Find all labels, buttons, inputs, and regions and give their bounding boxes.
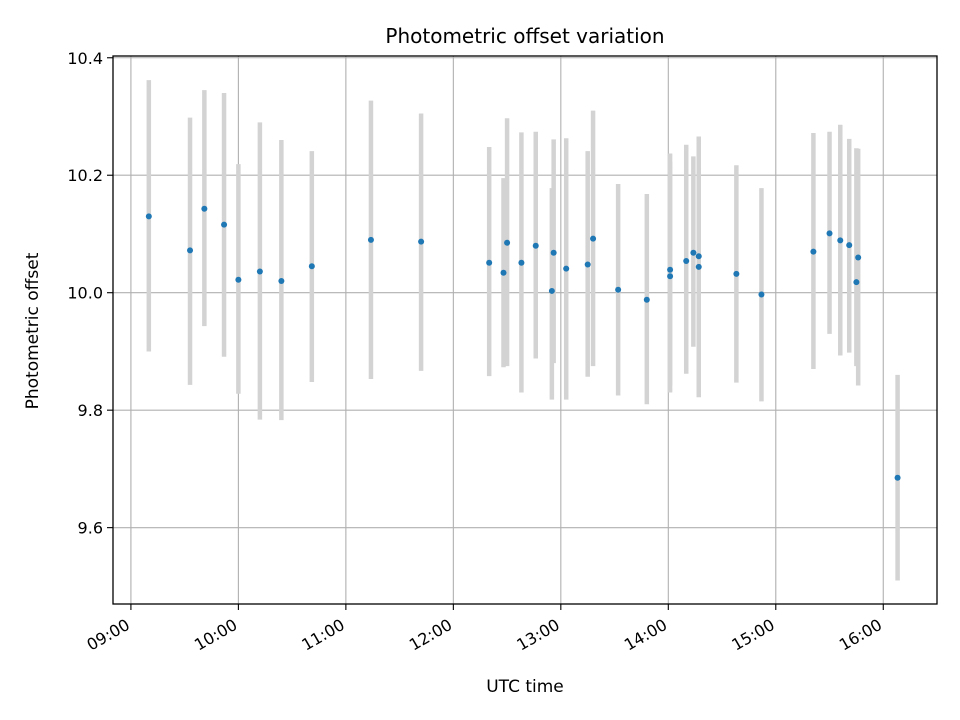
- y-axis-ticks: 9.6 9.8 10.0 10.2 10.4: [67, 49, 113, 538]
- data-point: [418, 238, 425, 245]
- data-point: [855, 254, 862, 261]
- data-point: [548, 287, 555, 294]
- y-tick-label: 10.0: [67, 284, 103, 303]
- data-point: [563, 265, 570, 272]
- data-point: [308, 263, 315, 270]
- data-point: [695, 263, 702, 270]
- data-point: [846, 242, 853, 249]
- chart-title: Photometric offset variation: [385, 24, 664, 48]
- data-point: [278, 277, 285, 284]
- data-point: [690, 249, 697, 256]
- data-point: [486, 259, 493, 266]
- data-point: [667, 266, 674, 273]
- y-tick-label: 10.4: [67, 49, 103, 68]
- data-point: [145, 213, 152, 220]
- data-point: [500, 269, 507, 276]
- data-point: [532, 242, 539, 249]
- data-point: [853, 279, 860, 286]
- data-point: [810, 248, 817, 255]
- data-point: [256, 268, 263, 275]
- y-tick-label: 9.6: [78, 519, 103, 538]
- data-point: [615, 286, 622, 293]
- data-point: [894, 474, 901, 481]
- data-point: [733, 270, 740, 277]
- data-point: [187, 247, 194, 254]
- data-point: [667, 273, 674, 280]
- y-tick-label: 9.8: [78, 401, 103, 420]
- data-point: [695, 253, 702, 260]
- data-point: [221, 221, 228, 228]
- data-points: [145, 205, 901, 481]
- data-point: [504, 239, 511, 246]
- data-point: [643, 296, 650, 303]
- data-point: [235, 276, 242, 283]
- data-point: [837, 237, 844, 244]
- data-point: [683, 257, 690, 264]
- data-point: [590, 235, 597, 242]
- y-tick-label: 10.2: [67, 166, 103, 185]
- data-point: [550, 249, 557, 256]
- x-axis-label: UTC time: [486, 677, 564, 697]
- data-point: [584, 261, 591, 268]
- data-point: [518, 259, 525, 266]
- data-point: [367, 236, 374, 243]
- data-point: [826, 230, 833, 237]
- data-point: [201, 205, 208, 212]
- data-point: [758, 291, 765, 298]
- plot-frame: [112, 55, 938, 605]
- y-axis-label: Photometric offset: [23, 252, 43, 409]
